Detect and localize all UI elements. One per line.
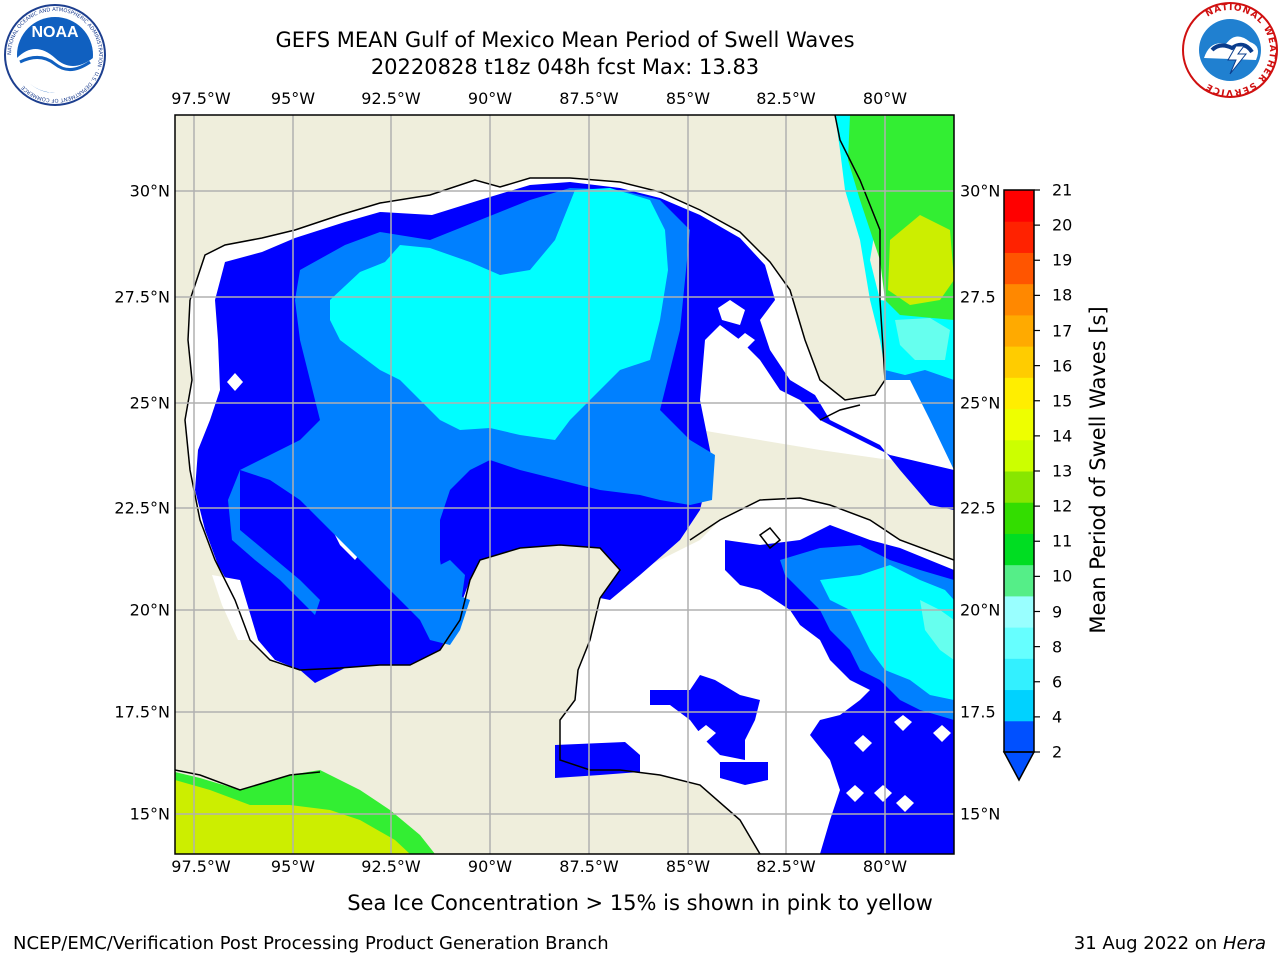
lat-label-right: 17.5: [960, 702, 996, 722]
noaa-logo-text: NOAA: [31, 24, 79, 41]
lon-label-bottom: 95°W: [270, 857, 316, 876]
lon-label-top: 92.5°W: [361, 89, 421, 108]
colorbar-tick-label: 21: [1052, 180, 1073, 200]
nws-logo: NATIONAL WEATHER SERVICE: [1182, 2, 1278, 98]
lon-label-bottom: 97.5°W: [171, 857, 231, 876]
swell-band-4-6-yucatan: [428, 560, 465, 640]
credit-line: NCEP/EMC/Verification Post Processing Pr…: [13, 933, 609, 954]
lat-label-left: 27.5°N: [114, 287, 170, 307]
map-frame: [174, 114, 955, 855]
colorbar-tick-label: 18: [1052, 285, 1073, 305]
lat-label-right: 15°N: [960, 804, 1001, 824]
colorbar-segment: [1004, 471, 1034, 503]
lon-label-bottom: 90°W: [467, 857, 513, 876]
colorbar-segment: [1004, 627, 1034, 659]
colorbar-tick-label: 19: [1052, 250, 1073, 270]
caribbean-holes: [696, 715, 951, 812]
colorbar-segment: [1004, 533, 1034, 566]
colorbar-tick-label: 10: [1052, 566, 1073, 586]
lon-label-bottom: 85°W: [665, 857, 711, 876]
colorbar-segment: [1004, 346, 1034, 378]
lon-label-top: 80°W: [862, 89, 908, 108]
atlantic-band-8-9: [895, 318, 950, 360]
noaa-logo: NOAA NATIONAL OCEANIC AND ATMOSPHERIC AD…: [4, 4, 106, 106]
colorbar-segment: [1004, 658, 1034, 691]
chart-subtitle: 20220828 t18z 048h fcst Max: 13.83: [370, 55, 760, 79]
colorbar-segment: [1004, 283, 1034, 316]
date-line: 31 Aug 2022 on Hera: [1074, 933, 1266, 954]
colorbar-tick-label: 20: [1052, 215, 1073, 235]
map-area: [175, 115, 954, 854]
colorbar-segment: [1004, 564, 1034, 597]
colorbar-tick-label: 4: [1052, 707, 1063, 727]
colorbar-segment: [1004, 377, 1034, 410]
lat-label-right: 30°N: [960, 181, 1001, 201]
lon-label-top: 87.5°W: [559, 89, 619, 108]
lon-label-top: 85°W: [665, 89, 711, 108]
lat-label-left: 22.5°N: [114, 498, 170, 518]
honduras-band-2-4: [555, 742, 640, 778]
colorbar-extend-arrow: [1002, 751, 1036, 782]
sea-ice-note: Sea Ice Concentration > 15% is shown in …: [347, 891, 933, 915]
lat-label-right: 20°N: [960, 600, 1001, 620]
colorbar-segment: [1004, 689, 1034, 722]
lon-label-top: 90°W: [467, 89, 513, 108]
colorbar-tick-label: 12: [1052, 496, 1073, 516]
lat-label-left: 15°N: [129, 804, 170, 824]
grid-lines: [175, 115, 954, 854]
colorbar-segment: [1004, 502, 1034, 534]
colorbar-tick-label: 17: [1052, 321, 1073, 340]
colorbar-tick-label: 13: [1052, 461, 1073, 481]
colorbar-segment: [1004, 595, 1034, 628]
colorbar-tick-label: 2: [1052, 742, 1063, 762]
colorbar-segment: [1004, 408, 1034, 441]
colorbar-tick-label: 6: [1052, 672, 1063, 692]
colorbar-segment: [1004, 314, 1034, 347]
date-host: Hera: [1222, 933, 1266, 954]
lon-label-bottom: 87.5°W: [559, 857, 619, 876]
colorbar-tick-label: 16: [1052, 356, 1073, 376]
lon-label-top: 82.5°W: [756, 89, 816, 108]
colorbar-segment: [1004, 221, 1034, 253]
colorbar-tick-label: 8: [1052, 637, 1063, 657]
lon-label-bottom: 92.5°W: [361, 857, 421, 876]
caribbean-band-6-8: [820, 565, 954, 700]
colorbar-tick-label: 9: [1052, 602, 1063, 621]
caribbean-band-2-4-west: [650, 675, 760, 760]
lat-label-right: 27.5: [960, 287, 996, 307]
date-text: 31 Aug 2022 on: [1073, 933, 1223, 954]
lon-label-bottom: 80°W: [862, 857, 908, 876]
colorbar-tick-label: 11: [1052, 531, 1073, 551]
colorbar-tick-label: 15: [1052, 391, 1073, 411]
swell-band-6-8: [330, 188, 668, 440]
colorbar-segment: [1004, 252, 1034, 285]
colorbar: [1002, 189, 1040, 782]
atlantic-band-12-13: [888, 215, 954, 305]
colorbar-segment: [1004, 439, 1034, 472]
honduras-band-2-4-east: [720, 762, 768, 785]
lat-label-right: 25°N: [960, 393, 1001, 413]
caribbean-band-8-9: [920, 600, 954, 660]
lon-label-top: 97.5°W: [171, 89, 231, 108]
lat-label-left: 25°N: [129, 393, 170, 413]
lat-label-left: 17.5°N: [114, 702, 170, 722]
coastlines: [175, 115, 954, 854]
lat-label-right: 22.5: [960, 498, 996, 518]
chart-title: GEFS MEAN Gulf of Mexico Mean Period of …: [275, 28, 855, 52]
colorbar-tick-label: 14: [1052, 426, 1073, 446]
colorbar-title: Mean Period of Swell Waves [s]: [1086, 306, 1110, 634]
lat-label-left: 20°N: [129, 600, 170, 620]
lon-label-bottom: 82.5°W: [756, 857, 816, 876]
lat-label-left: 30°N: [129, 181, 170, 201]
colorbar-segment: [1004, 720, 1034, 753]
lon-label-top: 95°W: [270, 89, 316, 108]
colorbar-segment: [1004, 190, 1034, 222]
